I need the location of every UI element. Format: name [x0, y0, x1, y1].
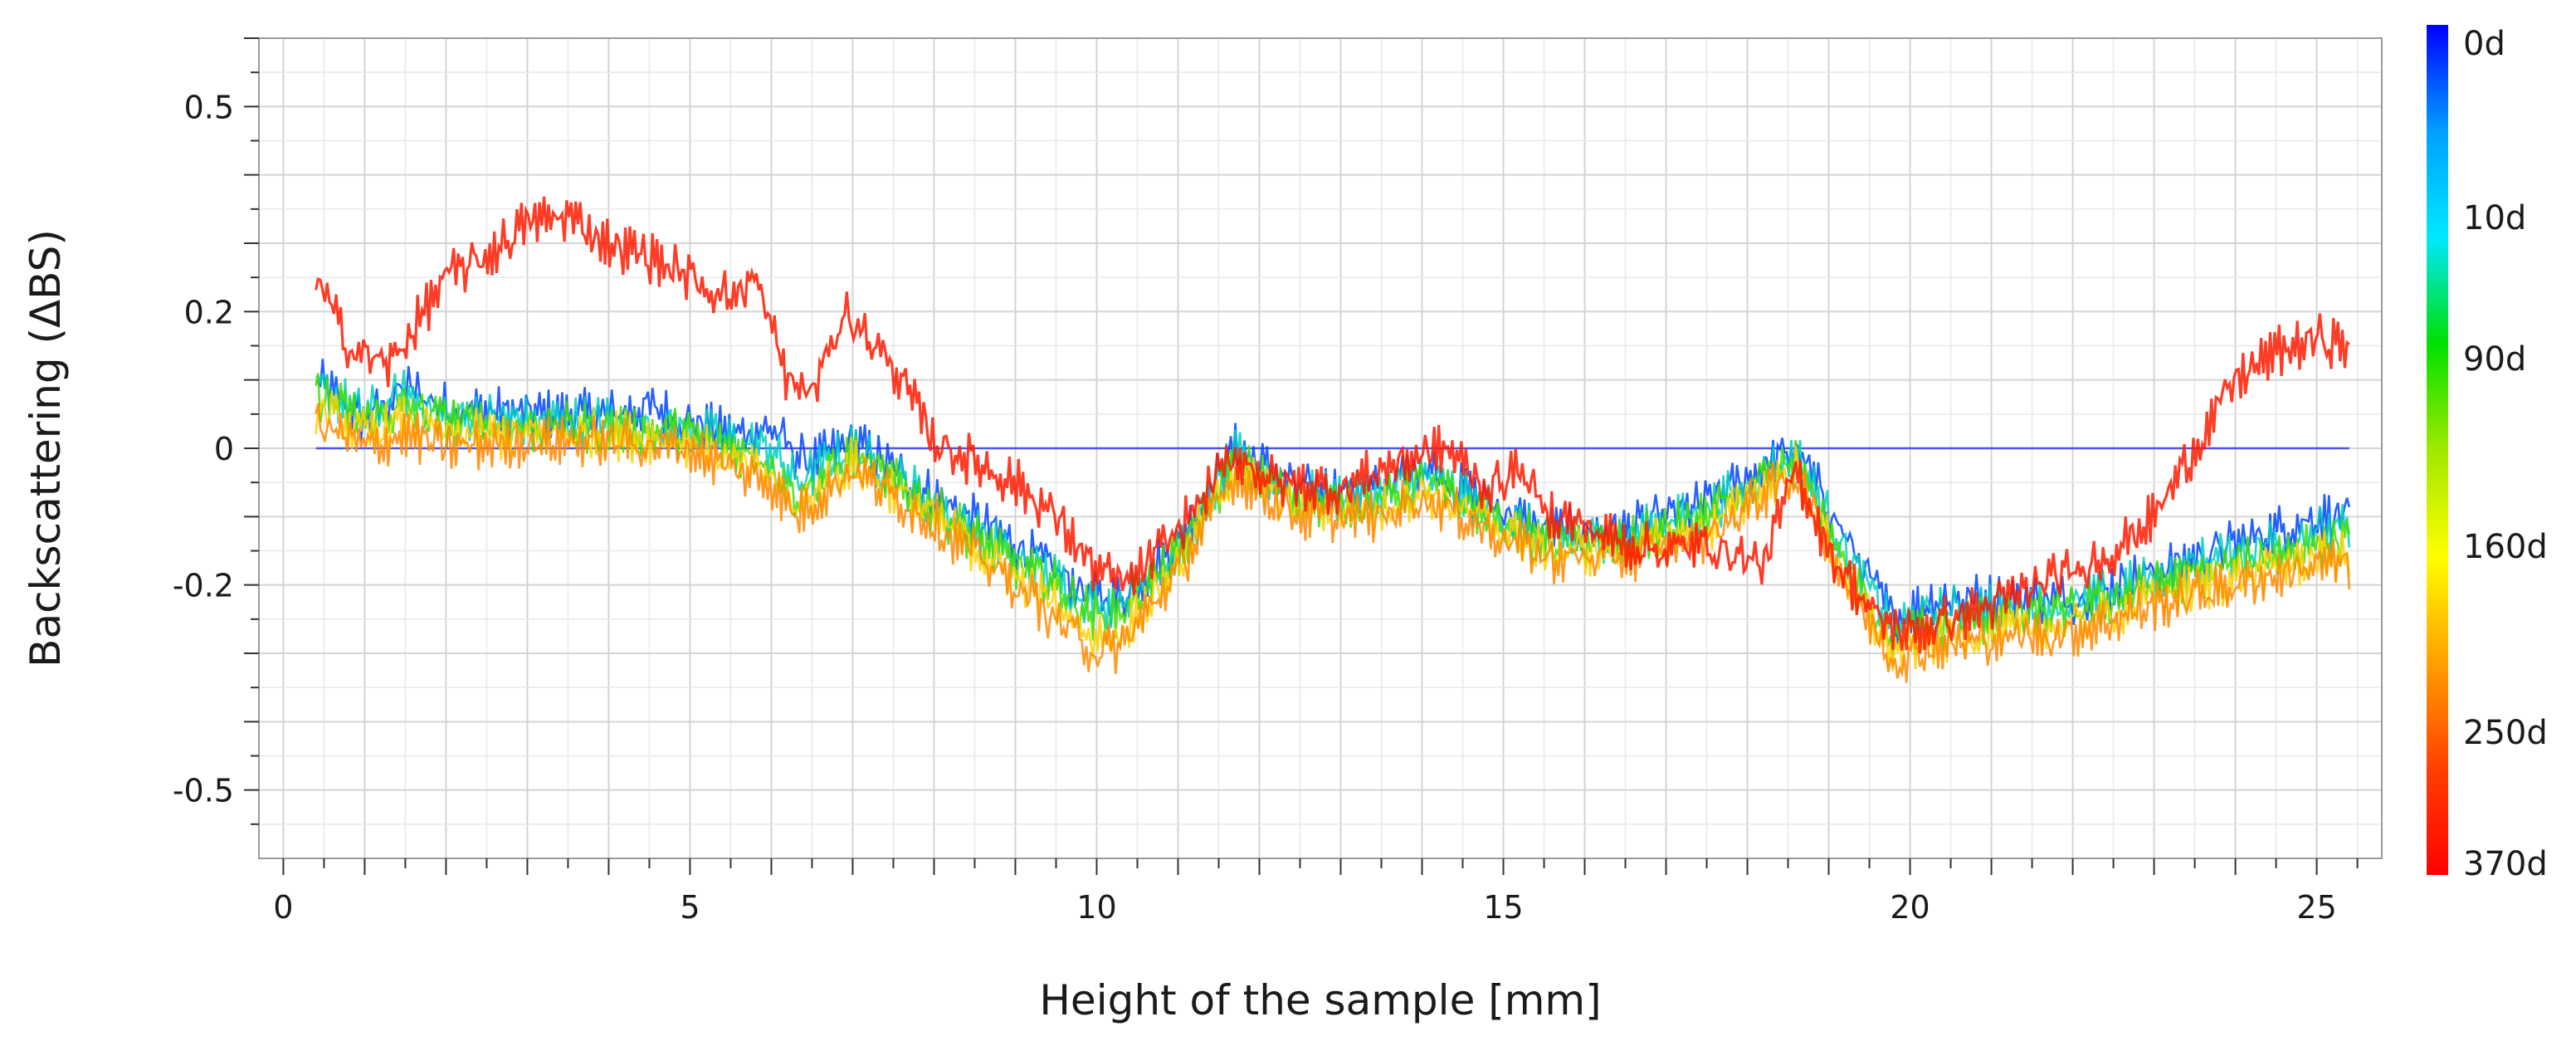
colorbar-label: 90d: [2463, 340, 2526, 379]
x-tick-label: 0: [273, 889, 293, 926]
x-tick-label: 10: [1076, 889, 1116, 926]
series-line-3: [315, 390, 2351, 672]
x-tick-label: 25: [2296, 889, 2336, 926]
y-axis-label: Backscattering (ΔBS): [22, 229, 70, 667]
colorbar-label: 370d: [2463, 845, 2548, 883]
y-tick-label: -0.5: [173, 773, 234, 809]
y-tick-label: 0.5: [184, 89, 234, 125]
series-line-5: [315, 196, 2350, 654]
y-tick-label: 0: [214, 431, 234, 467]
x-tick-label: 15: [1483, 889, 1523, 926]
colorbar-label: 250d: [2463, 714, 2548, 752]
x-tick-label: 5: [680, 889, 700, 926]
series-line-4: [315, 403, 2351, 683]
series-line-1: [315, 369, 2351, 643]
x-tick-label: 20: [1890, 889, 1930, 926]
colorbar-label: 0d: [2463, 25, 2505, 63]
colorbar: [2427, 25, 2448, 875]
y-tick-label: -0.2: [173, 568, 234, 604]
x-axis-label: Height of the sample [mm]: [1039, 976, 1601, 1024]
colorbar-label: 160d: [2463, 528, 2548, 566]
y-tick-label: 0.2: [184, 294, 234, 330]
colorbar-label: 10d: [2463, 199, 2526, 237]
